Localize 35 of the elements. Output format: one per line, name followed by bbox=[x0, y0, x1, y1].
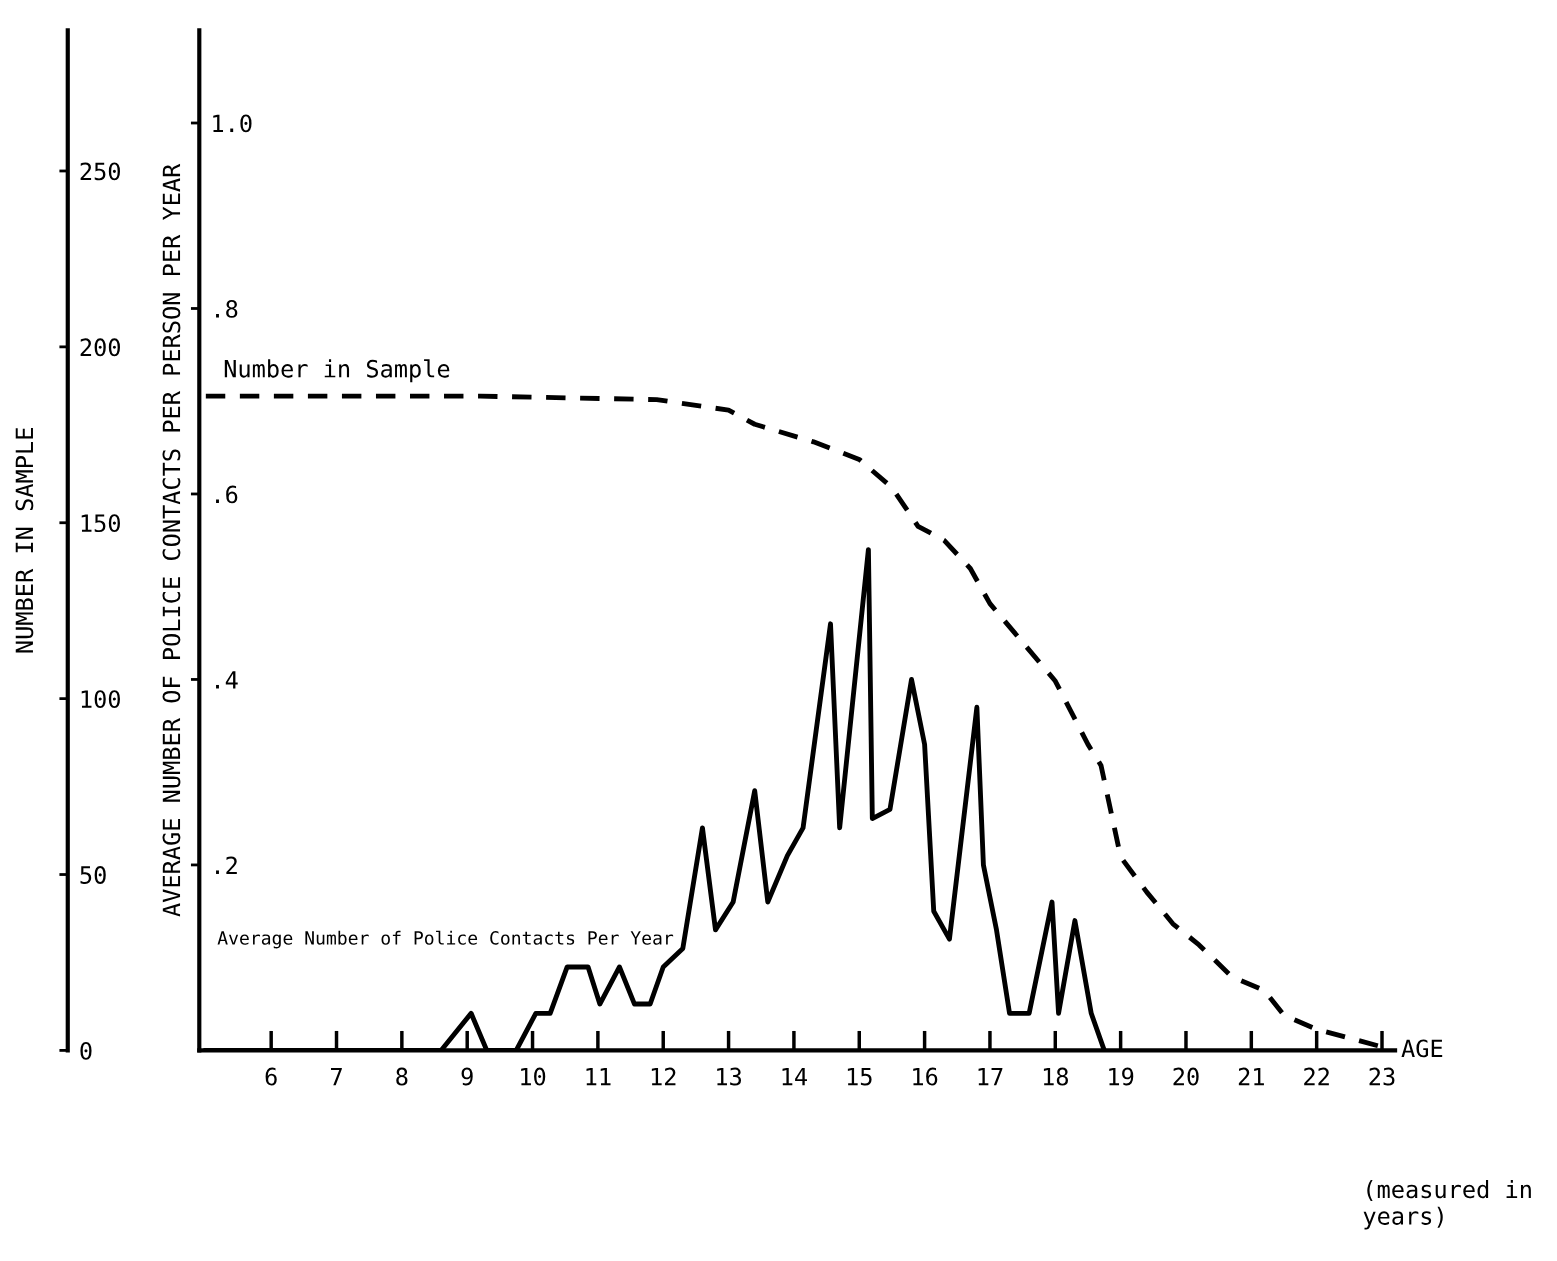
x-tick-label: 14 bbox=[782, 1067, 807, 1086]
x-tick-label: 13 bbox=[717, 1067, 742, 1086]
y2-tick-label: 100 bbox=[81, 690, 120, 709]
x-tick-label: 11 bbox=[586, 1067, 611, 1086]
y2-tick-label: 250 bbox=[80, 162, 120, 181]
x-tick-label: 6 bbox=[265, 1067, 277, 1086]
y2-tick-label: 50 bbox=[80, 866, 106, 884]
y-tick-label: 1.0 bbox=[213, 114, 252, 133]
x-tick-label: 23 bbox=[1369, 1067, 1395, 1086]
x-tick-label: 16 bbox=[913, 1067, 938, 1086]
x-tick-label: 9 bbox=[461, 1067, 473, 1086]
y-tick-label: .6 bbox=[216, 485, 238, 504]
x-tick-label: 15 bbox=[847, 1067, 872, 1086]
series-label: Average Number of Police Contacts Per Year bbox=[217, 930, 674, 949]
y-axis-title: AVERAGE NUMBER OF POLICE CONTACTS PER PERSON PER YEAR bbox=[162, 163, 181, 917]
x-tick-label: 18 bbox=[1043, 1067, 1068, 1086]
x-axis-title: AGE bbox=[1401, 1039, 1443, 1058]
y-tick-label: .8 bbox=[216, 300, 238, 318]
x-tick-label: 19 bbox=[1109, 1067, 1134, 1086]
x-tick-label: 10 bbox=[521, 1067, 546, 1086]
y2-tick-label: 150 bbox=[81, 514, 120, 533]
y2-tick-label: 200 bbox=[80, 338, 120, 357]
x-tick-label: 7 bbox=[331, 1067, 342, 1086]
x-tick-label: 17 bbox=[978, 1067, 1003, 1086]
x-tick-label: 21 bbox=[1238, 1067, 1264, 1086]
x-tick-label: 20 bbox=[1173, 1067, 1199, 1086]
series-label: Number in Sample bbox=[224, 359, 450, 383]
y2-axis-title: NUMBER IN SAMPLE bbox=[15, 428, 34, 653]
x-tick-label: 8 bbox=[396, 1067, 408, 1086]
text: (measured in years) bbox=[1363, 1180, 1531, 1230]
y-tick-label: .2 bbox=[216, 856, 237, 874]
y-tick-label: .4 bbox=[216, 671, 238, 689]
x-tick-label: 22 bbox=[1304, 1067, 1329, 1086]
x-tick-label: 12 bbox=[651, 1067, 676, 1086]
y2-tick-label: 0 bbox=[80, 1041, 92, 1060]
